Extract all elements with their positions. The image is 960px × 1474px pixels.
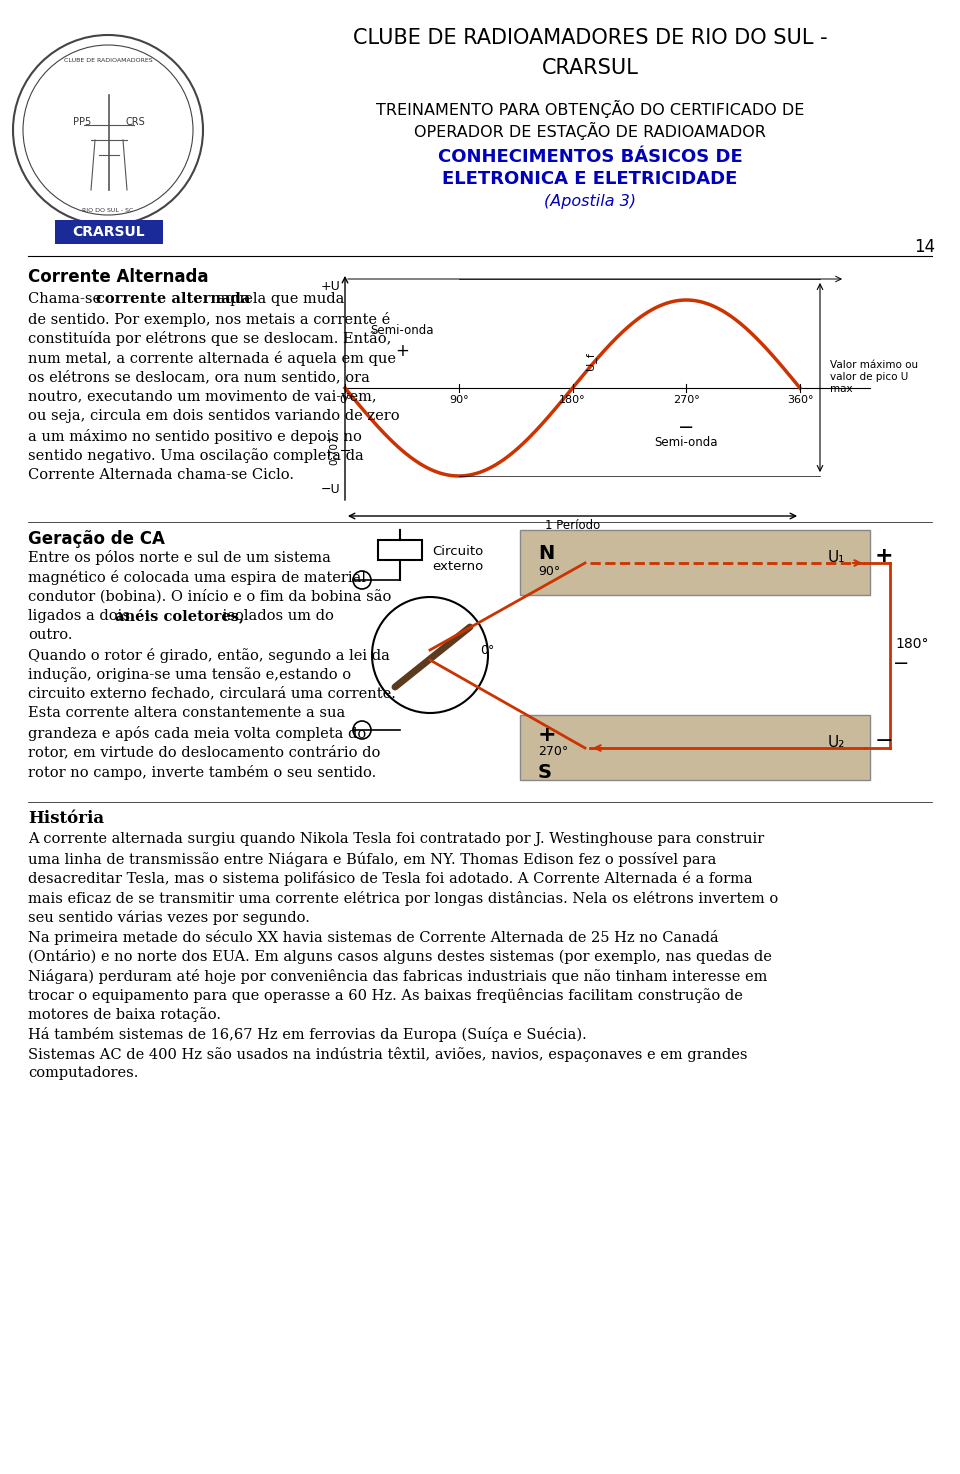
Text: História: História — [28, 811, 104, 827]
Text: de sentido. Por exemplo, nos metais a corrente é: de sentido. Por exemplo, nos metais a co… — [28, 311, 391, 327]
Text: Semi-onda: Semi-onda — [655, 436, 718, 450]
Text: indução, origina-se uma tensão e,estando o: indução, origina-se uma tensão e,estando… — [28, 668, 351, 682]
Text: +U: +U — [321, 280, 340, 293]
Text: Chama-se: Chama-se — [28, 292, 106, 307]
Text: a um máximo no sentido positivo e depois no: a um máximo no sentido positivo e depois… — [28, 429, 362, 444]
Text: −: − — [875, 731, 894, 750]
Text: Há também sistemas de 16,67 Hz em ferrovias da Europa (Suíça e Suécia).: Há também sistemas de 16,67 Hz em ferrov… — [28, 1027, 587, 1042]
Text: mais eficaz de se transmitir uma corrente elétrica por longas distâncias. Nela o: mais eficaz de se transmitir uma corrent… — [28, 890, 779, 905]
Text: rotor, em virtude do deslocamento contrário do: rotor, em virtude do deslocamento contrá… — [28, 744, 380, 759]
Text: Corrente Alternada chama-se Ciclo.: Corrente Alternada chama-se Ciclo. — [28, 467, 294, 482]
Text: rotor no campo, inverte também o seu sentido.: rotor no campo, inverte também o seu sen… — [28, 765, 376, 780]
Circle shape — [13, 35, 203, 226]
Text: 180°: 180° — [895, 637, 928, 650]
Text: 90°: 90° — [538, 565, 561, 578]
Text: Corrente Alternada: Corrente Alternada — [28, 268, 208, 286]
Text: Quando o rotor é girado, então, segundo a lei da: Quando o rotor é girado, então, segundo … — [28, 647, 390, 662]
Text: Sistemas AC de 400 Hz são usados na indústria têxtil, aviões, navios, espaçonave: Sistemas AC de 400 Hz são usados na indú… — [28, 1047, 748, 1061]
Text: 270°: 270° — [673, 395, 700, 405]
Text: CRARSUL: CRARSUL — [73, 226, 145, 239]
Text: CRARSUL: CRARSUL — [541, 57, 638, 78]
Text: Na primeira metade do século XX havia sistemas de Corrente Alternada de 25 Hz no: Na primeira metade do século XX havia si… — [28, 930, 719, 945]
Text: 14: 14 — [914, 237, 935, 256]
Text: 90°: 90° — [449, 395, 468, 405]
Text: magnético é colocada uma espira de material: magnético é colocada uma espira de mater… — [28, 569, 366, 585]
Text: sentido negativo. Uma oscilação completa da: sentido negativo. Uma oscilação completa… — [28, 448, 364, 463]
Text: seu sentido várias vezes por segundo.: seu sentido várias vezes por segundo. — [28, 909, 310, 926]
Text: 360°: 360° — [787, 395, 813, 405]
Text: ELETRONICA E ELETRICIDADE: ELETRONICA E ELETRICIDADE — [443, 170, 737, 189]
Text: −: − — [678, 419, 694, 438]
Bar — [520, 531, 870, 595]
Circle shape — [372, 597, 488, 713]
Text: +: + — [395, 342, 409, 360]
Text: os elétrons se deslocam, ora num sentido, ora: os elétrons se deslocam, ora num sentido… — [28, 370, 370, 385]
Text: computadores.: computadores. — [28, 1066, 138, 1080]
Text: A corrente alternada surgiu quando Nikola Tesla foi contratado por J. Westinghou: A corrente alternada surgiu quando Nikol… — [28, 831, 764, 846]
Text: anéis coletores,: anéis coletores, — [115, 609, 244, 624]
Text: +: + — [538, 725, 557, 744]
Text: TREINAMENTO PARA OBTENÇÃO DO CERTIFICADO DE: TREINAMENTO PARA OBTENÇÃO DO CERTIFICADO… — [375, 100, 804, 118]
Text: S: S — [538, 764, 552, 783]
Text: CONHECIMENTOS BÁSICOS DE: CONHECIMENTOS BÁSICOS DE — [438, 147, 742, 167]
Text: U₂: U₂ — [828, 736, 845, 750]
Text: motores de baixa rotação.: motores de baixa rotação. — [28, 1008, 221, 1023]
Text: outro.: outro. — [28, 628, 73, 643]
Text: PP5: PP5 — [73, 116, 91, 127]
Text: Circuito
externo: Circuito externo — [432, 545, 483, 573]
Text: Semi-onda: Semi-onda — [371, 324, 434, 338]
Text: constituída por elétrons que se deslocam. Então,: constituída por elétrons que se deslocam… — [28, 332, 392, 346]
Text: condutor (bobina). O início e o fim da bobina são: condutor (bobina). O início e o fim da b… — [28, 590, 392, 603]
Text: −: − — [893, 654, 909, 674]
Text: +: + — [875, 545, 894, 566]
Text: CLUBE DE RADIOAMADORES: CLUBE DE RADIOAMADORES — [63, 57, 153, 62]
Text: 270°: 270° — [538, 744, 568, 758]
Text: U₁: U₁ — [828, 550, 845, 565]
Text: circuito externo fechado, circulará uma corrente.: circuito externo fechado, circulará uma … — [28, 687, 396, 700]
Text: RIO DO SUL - SC: RIO DO SUL - SC — [83, 208, 133, 212]
Text: (Ontário) e no norte dos EUA. Em alguns casos alguns destes sistemas (por exempl: (Ontário) e no norte dos EUA. Em alguns … — [28, 949, 772, 964]
Text: N: N — [538, 544, 554, 563]
Text: corrente alternada: corrente alternada — [96, 292, 251, 307]
Text: 0°: 0° — [339, 395, 351, 405]
Text: U_f: U_f — [586, 352, 596, 370]
Text: 0,707: 0,707 — [329, 435, 339, 464]
Text: −U: −U — [321, 483, 340, 495]
Text: ligados a dois: ligados a dois — [28, 609, 134, 622]
Text: uma linha de transmissão entre Niágara e Búfalo, em NY. Thomas Edison fez o poss: uma linha de transmissão entre Niágara e… — [28, 852, 716, 867]
Circle shape — [353, 570, 371, 590]
Text: trocar o equipamento para que operasse a 60 Hz. As baixas freqüências facilitam : trocar o equipamento para que operasse a… — [28, 988, 743, 1002]
Text: 1 Período: 1 Período — [545, 519, 600, 532]
Text: Esta corrente altera constantemente a sua: Esta corrente altera constantemente a su… — [28, 706, 346, 719]
Text: Valor máximo ou
valor de pico U
max: Valor máximo ou valor de pico U max — [830, 361, 918, 394]
Text: 180°: 180° — [559, 395, 586, 405]
Text: grandeza e após cada meia volta completa do: grandeza e após cada meia volta completa… — [28, 725, 367, 740]
Text: desacreditar Tesla, mas o sistema polifásico de Tesla foi adotado. A Corrente Al: desacreditar Tesla, mas o sistema polifá… — [28, 871, 753, 886]
Circle shape — [353, 721, 371, 738]
Text: aquela que muda: aquela que muda — [212, 292, 345, 307]
Text: isolados um do: isolados um do — [218, 609, 334, 622]
Text: Geração de CA: Geração de CA — [28, 531, 165, 548]
Text: CLUBE DE RADIOAMADORES DE RIO DO SUL -: CLUBE DE RADIOAMADORES DE RIO DO SUL - — [352, 28, 828, 49]
Text: OPERADOR DE ESTAÇÃO DE RADIOAMADOR: OPERADOR DE ESTAÇÃO DE RADIOAMADOR — [414, 122, 766, 140]
Bar — [55, 220, 163, 245]
Circle shape — [23, 46, 193, 215]
Text: CRS: CRS — [125, 116, 145, 127]
Text: ou seja, circula em dois sentidos variando de zero: ou seja, circula em dois sentidos varian… — [28, 408, 399, 423]
Text: (Apostila 3): (Apostila 3) — [544, 195, 636, 209]
Text: Niágara) perduram até hoje por conveniência das fabricas industriais que não tin: Niágara) perduram até hoje por conveniên… — [28, 968, 767, 983]
Bar — [378, 539, 422, 560]
Text: Entre os pólos norte e sul de um sistema: Entre os pólos norte e sul de um sistema — [28, 550, 331, 565]
Text: noutro, executando um movimento de vai-vem,: noutro, executando um movimento de vai-v… — [28, 389, 376, 404]
Bar — [520, 715, 870, 780]
Text: num metal, a corrente alternada é aquela em que: num metal, a corrente alternada é aquela… — [28, 351, 396, 366]
Text: 0°: 0° — [480, 644, 494, 656]
